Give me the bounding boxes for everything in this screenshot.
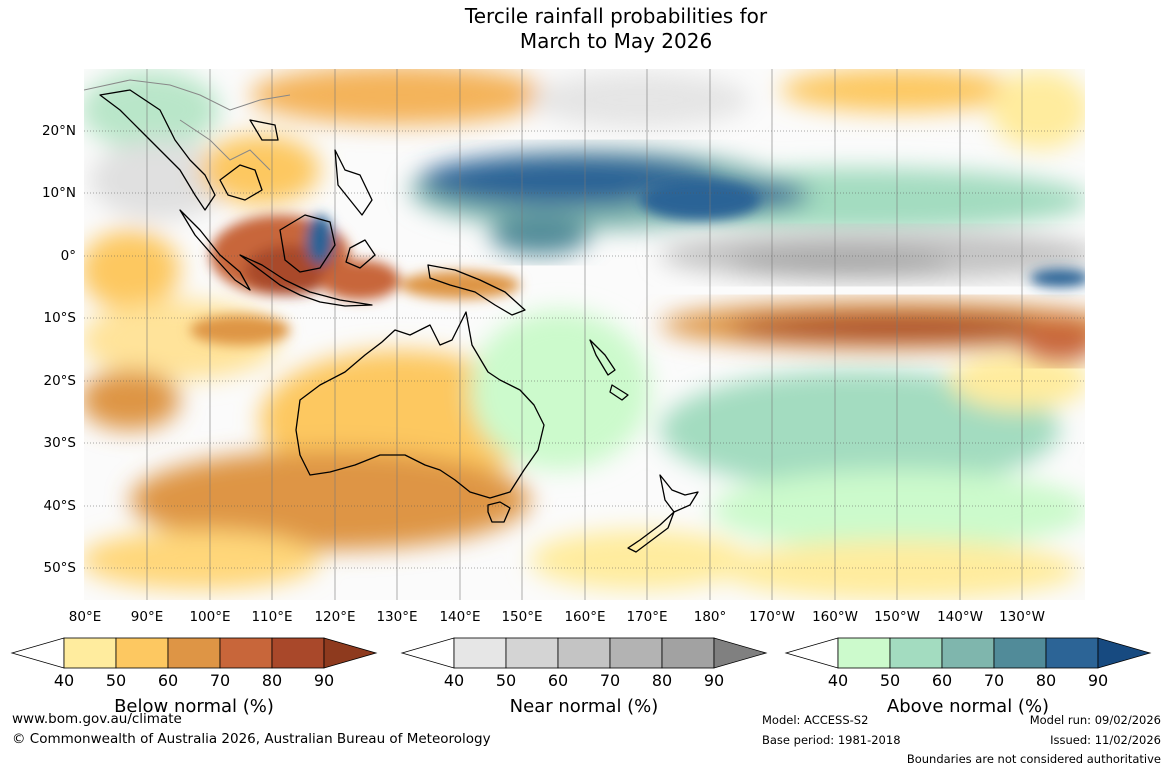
legend-above-title: Above normal (%): [886, 696, 1050, 717]
legend-near-swatch-3: [557, 637, 611, 669]
lon-label-140e: 140°E: [439, 609, 481, 625]
legend-below-tick: 60: [157, 671, 179, 690]
legend-above-tick: 90: [1087, 671, 1109, 690]
legend-below-tick: 50: [105, 671, 127, 690]
lon-label-130w: 130°W: [999, 609, 1045, 625]
legend-above-swatch-4: [993, 637, 1047, 669]
lat-label-40s: 40°S: [43, 498, 77, 514]
legend-near-tick: 90: [703, 671, 725, 690]
legend-below-swatch-3: [167, 637, 221, 669]
copyright-text: © Commonwealth of Australia 2026, Austra…: [12, 731, 491, 747]
lon-label-150e: 150°E: [501, 609, 543, 625]
legend-below-tick: 70: [209, 671, 231, 690]
legend-below-swatch-4: [219, 637, 273, 669]
lon-label-180: 180°: [693, 609, 727, 625]
legend-below-swatch-2: [115, 637, 169, 669]
lon-label-160e: 160°E: [564, 609, 606, 625]
legend-near-tick: 80: [651, 671, 673, 690]
legend-above-swatch-5: [1045, 637, 1099, 669]
base-period-text: Base period: 1981-2018: [762, 733, 901, 747]
legend-above-swatch-6: [1097, 637, 1152, 669]
legend-near-tick: 70: [599, 671, 621, 690]
legend-below-swatch-5: [271, 637, 325, 669]
chart-title: Tercile rainfall probabilities for March…: [0, 4, 1173, 54]
legend-below-swatch-6: [323, 637, 378, 669]
lon-label-100e: 100°E: [189, 609, 231, 625]
legend-near-normal: [400, 636, 768, 670]
lon-label-160w: 160°W: [812, 609, 858, 625]
legend-near-swatch-6: [713, 637, 768, 669]
legend-near-swatch-4: [609, 637, 663, 669]
legend-near-swatch-0: [400, 637, 455, 669]
legend-near-tick: 50: [495, 671, 517, 690]
legend-below-swatch-1: [63, 637, 117, 669]
legend-above-tick: 80: [1035, 671, 1057, 690]
legend-above-swatch-3: [941, 637, 995, 669]
lon-label-140w: 140°W: [937, 609, 983, 625]
legend-below-title: Below normal (%): [114, 696, 274, 717]
issued-text: Issued: 11/02/2026: [1050, 733, 1161, 747]
disclaimer-text: Boundaries are not considered authoritat…: [906, 752, 1161, 766]
legend-near-title: Near normal (%): [509, 696, 659, 717]
lon-label-110e: 110°E: [251, 609, 293, 625]
lon-label-150w: 150°W: [874, 609, 920, 625]
legend-near-swatch-1: [453, 637, 507, 669]
legend-above-tick: 70: [983, 671, 1005, 690]
legend-above-swatch-2: [889, 637, 943, 669]
legend-near-swatch-5: [661, 637, 715, 669]
lat-label-20s: 20°S: [43, 373, 77, 389]
legend-below-tick: 90: [313, 671, 335, 690]
lon-label-90e: 90°E: [130, 609, 164, 625]
lat-label-20n: 20°N: [41, 123, 76, 139]
legend-above-swatch-1: [837, 637, 891, 669]
lon-label-80e: 80°E: [68, 609, 102, 625]
country-borders: [84, 79, 291, 171]
legend-above-tick: 60: [931, 671, 953, 690]
lon-label-170w: 170°W: [749, 609, 795, 625]
legend-near-swatch-2: [505, 637, 559, 669]
lon-label-120e: 120°E: [314, 609, 356, 625]
model-run-text: Model run: 09/02/2026: [1029, 713, 1161, 727]
lat-label-equator: 0°: [60, 248, 76, 264]
lat-label-10n: 10°N: [41, 185, 76, 201]
legend-above-normal: [784, 636, 1152, 670]
lat-label-10s: 10°S: [43, 310, 77, 326]
legend-above-tick: 40: [827, 671, 849, 690]
website-link[interactable]: www.bom.gov.au/climate: [12, 711, 182, 727]
probability-field: [84, 69, 1085, 600]
title-line-1: Tercile rainfall probabilities for: [464, 4, 768, 28]
rainfall-probability-map: [84, 69, 1085, 600]
legend-below-tick: 40: [53, 671, 75, 690]
legend-above-swatch-0: [784, 637, 839, 669]
coastlines: [99, 89, 699, 553]
legend-above-tick: 50: [879, 671, 901, 690]
lat-label-30s: 30°S: [43, 435, 77, 451]
title-line-2: March to May 2026: [519, 29, 713, 53]
lat-label-50s: 50°S: [43, 560, 77, 576]
legend-below-normal: [10, 636, 378, 670]
legend-near-tick: 60: [547, 671, 569, 690]
model-text: Model: ACCESS-S2: [762, 713, 869, 727]
legend-near-tick: 40: [443, 671, 465, 690]
lon-label-170e: 170°E: [626, 609, 668, 625]
legend-below-tick: 80: [261, 671, 283, 690]
legend-below-swatch-0: [10, 637, 65, 669]
lon-label-130e: 130°E: [376, 609, 418, 625]
